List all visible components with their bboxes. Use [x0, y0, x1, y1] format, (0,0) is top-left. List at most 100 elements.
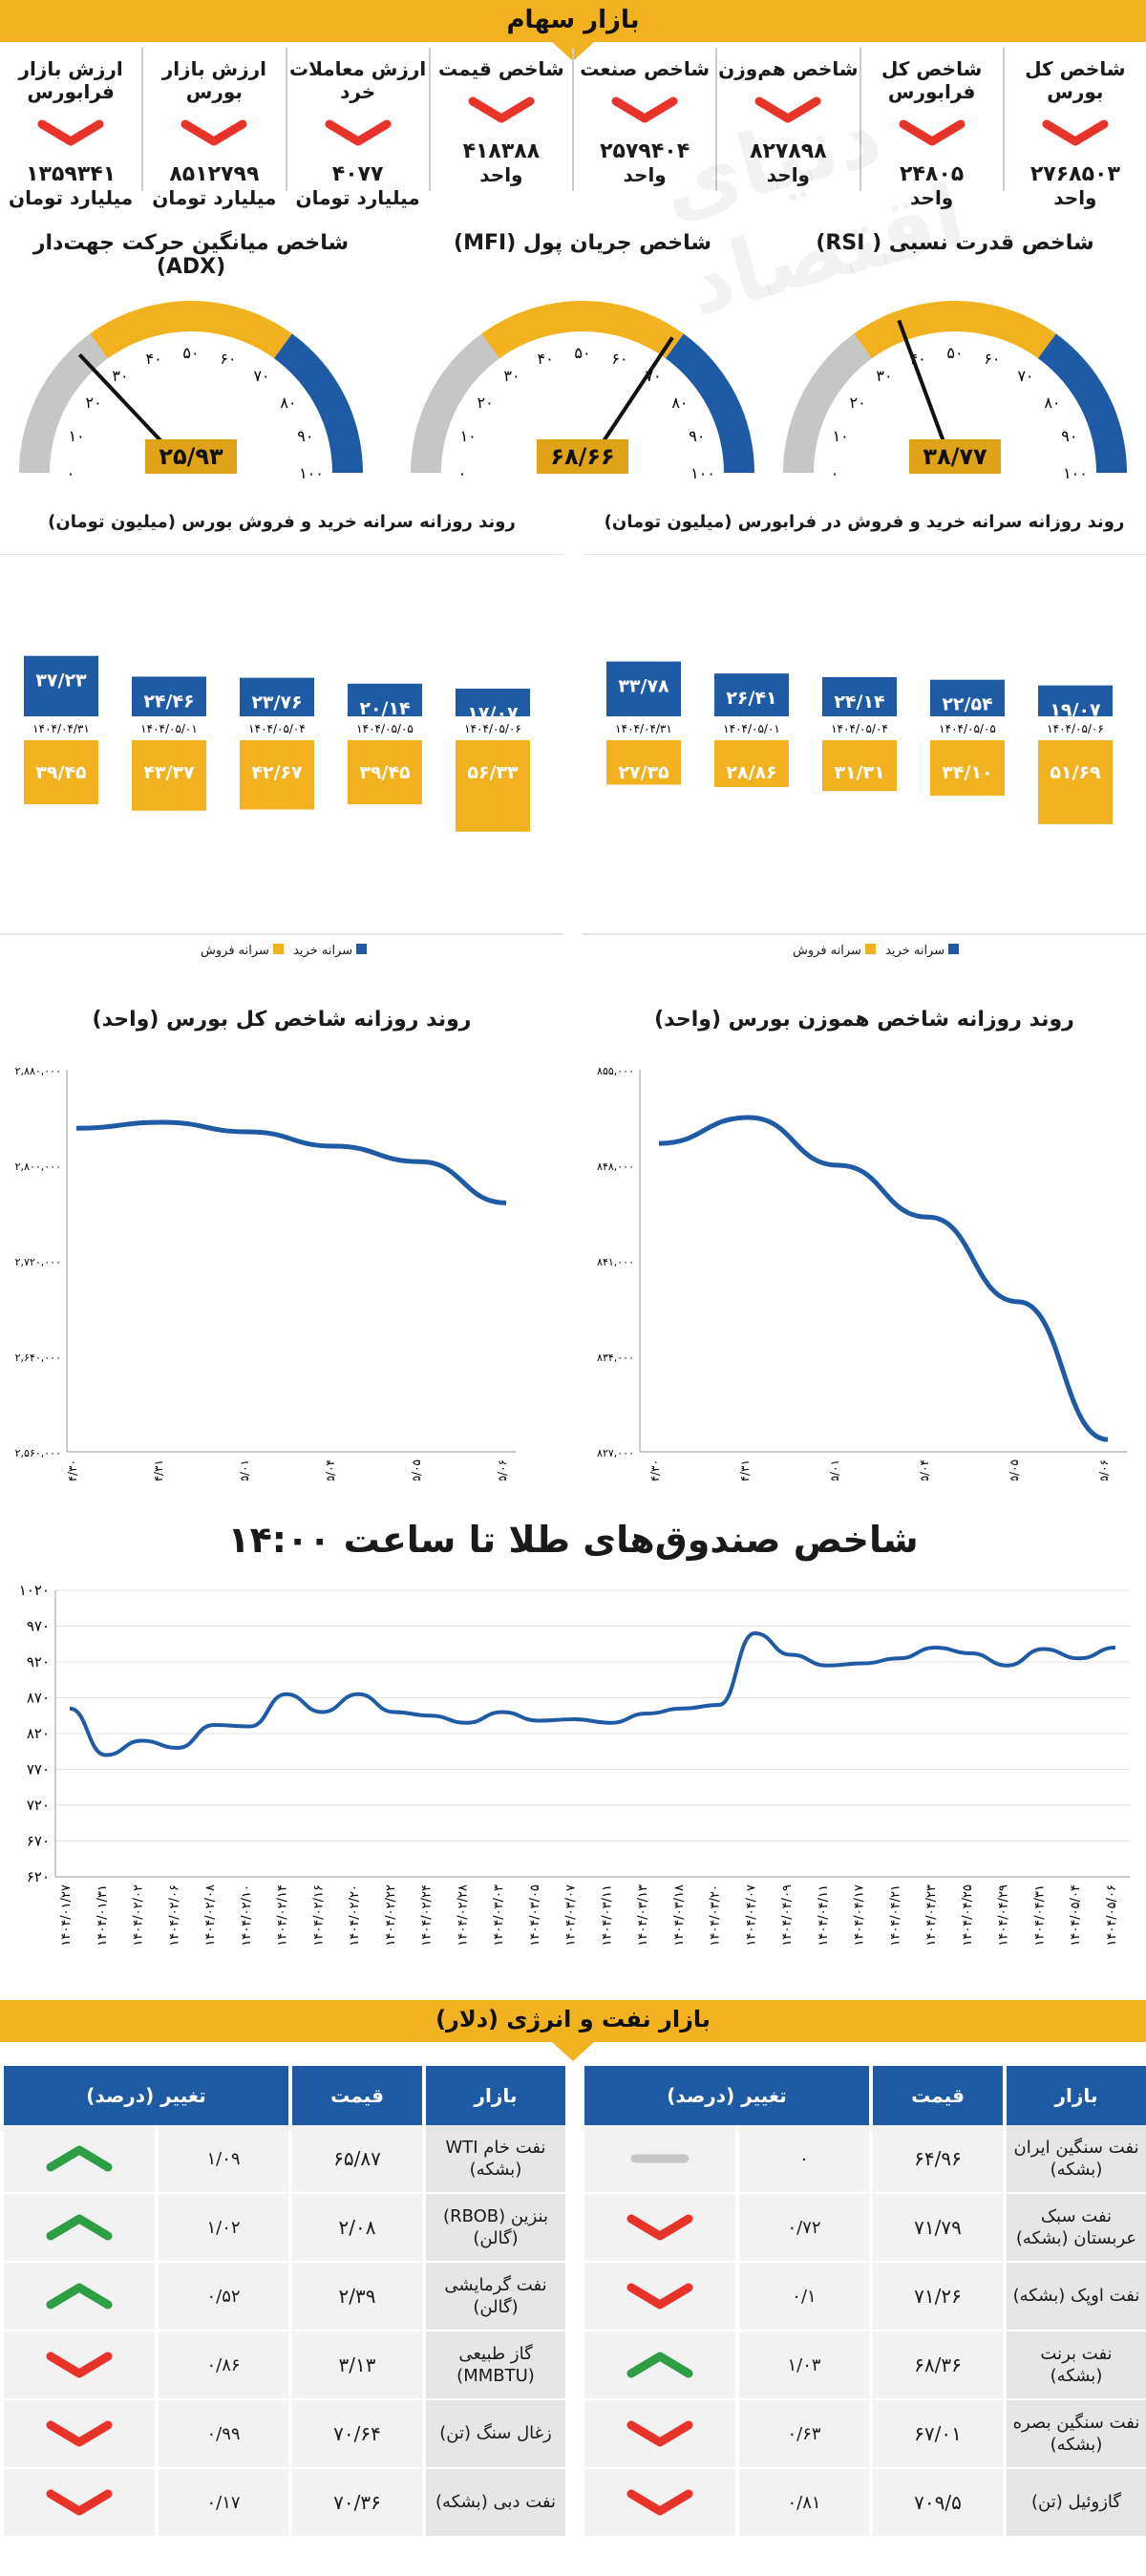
down-chevron-icon [0, 2400, 155, 2467]
sell-bar [930, 740, 1005, 796]
metric-value: ۴۰۷۷ [331, 162, 384, 186]
down-chevron-icon [0, 2331, 155, 2398]
market-change: ۰/۱ [735, 2263, 869, 2330]
gauge-tick-label: ۳۰ [503, 367, 520, 385]
down-chevron-icon [574, 90, 715, 130]
x-tick-label: ۱۴۰۴/۰۲/۲۰ [348, 1884, 362, 1947]
bourse-index-title: روند روزانه شاخص کل بورس (واحد) [92, 1008, 472, 1032]
market-change: ۱/۰۹ [155, 2125, 288, 2192]
sell-value-label: ۳۴/۱۰ [942, 762, 992, 783]
gauge-tick-label: ۶۰ [220, 350, 236, 368]
metric-unit: میلیارد تومان [9, 186, 134, 209]
table-row: بنزین (RBOB) (گالن) ۲/۰۸ ۱/۰۲ [0, 2194, 565, 2263]
sell-value-label: ۳۹/۴۵ [359, 762, 411, 783]
category-label: ۱۴۰۴/۰۵/۰۵ [356, 722, 414, 735]
y-tick-label: ۶۷۰ [27, 1833, 50, 1850]
buy-bar [456, 688, 530, 716]
col-price: قیمت [288, 2066, 422, 2125]
col-market: بازار [1003, 2066, 1146, 2125]
series-line [69, 1630, 1116, 1757]
category-label: ۱۴۰۴/۰۵/۰۱ [140, 722, 198, 735]
legend-buy: سرانه خرید [293, 944, 368, 958]
market-change: ۰/۱۷ [155, 2469, 288, 2536]
gold-funds-chart: ۶۲۰ ۶۷۰ ۷۲۰ ۷۷۰ ۸۲۰ ۸۷۰ ۹۲۰ ۹۷۰ ۱۰۲۰ ۱۴۰۴/۰۱/۲۷ ۱۴… [19, 1582, 1130, 1947]
market-price: ۲/۰۸ [288, 2194, 422, 2261]
table-header: بازار قیمت تغییر (درصد) [0, 2066, 565, 2125]
down-chevron-icon [1005, 113, 1146, 153]
metric-value: ۸۵۱۲۷۹۹ [169, 162, 260, 186]
gauge-zone-mid [854, 301, 1056, 359]
gauge-tick-label: ۱۰ [833, 427, 849, 445]
x-tick-label: ۱۴۰۴/۰۵/۰۵ [410, 1459, 423, 1480]
gauge-tick-label: ۰ [67, 464, 75, 482]
category-label: ۱۴۰۴/۰۵/۰۵ [939, 722, 996, 735]
table-row: نفت برنت (بشکه) ۶۸/۳۶ ۱/۰۳ [581, 2331, 1146, 2400]
buy-value-label: ۳۷/۲۳ [35, 671, 87, 692]
x-tick-label: ۱۴۰۴/۰۳/۱۳ [636, 1884, 650, 1947]
table-row: نفت دبی (بشکه) ۷۰/۳۶ ۰/۱۷ [0, 2469, 565, 2538]
market-change: ۰ [735, 2125, 869, 2192]
farabourse-bar-title: روند روزانه سرانه خرید و فروش در فرابورس… [604, 512, 1125, 532]
gauge-zone-mid [90, 301, 292, 359]
col-change: تغییر (درصد) [581, 2066, 869, 2125]
gauge-tick-label: ۱۰۰ [690, 464, 715, 482]
legend-buy: سرانه خرید [885, 944, 960, 958]
table-row: نفت گرمایشی (گالن) ۲/۳۹ ۰/۵۲ [0, 2263, 565, 2331]
gauge-tick-label: ۴۰ [145, 350, 161, 368]
y-tick-label: ۹۷۰ [27, 1618, 50, 1635]
market-change: ۰/۸۶ [155, 2331, 288, 2398]
gauge-zone-high [273, 333, 363, 473]
sell-value-label: ۳۱/۳۱ [834, 762, 884, 783]
gauge-tick-label: ۵۰ [574, 344, 590, 362]
bourse-bar-title: روند روزانه سرانه خرید و فروش بورس (میلی… [48, 512, 516, 532]
gauge-tick-label: ۳۰ [112, 367, 128, 385]
market-price: ۷۰۹/۵ [869, 2469, 1003, 2536]
down-chevron-icon [0, 2469, 155, 2536]
x-tick-label: ۱۴۰۴/۰۵/۰۴ [1069, 1884, 1083, 1947]
x-tick-label: ۱۴۰۴/۰۵/۰۵ [1008, 1459, 1021, 1480]
metric-unit: واحد [766, 163, 810, 186]
sell-bar [606, 740, 681, 785]
market-name: بنزین (RBOB) (گالن) [422, 2194, 565, 2261]
x-tick-label: ۱۴۰۴/۰۲/۲۴ [420, 1884, 435, 1947]
metric-unit: واحد [1053, 186, 1097, 209]
sell-value-label: ۲۸/۸۶ [726, 762, 776, 783]
sell-value-label: ۴۲/۶۷ [251, 762, 303, 783]
x-tick-label: ۱۴۰۴/۰۳/۲۰ [709, 1884, 723, 1947]
y-tick-label: ۸۲۰ [27, 1725, 50, 1742]
buy-value-label: ۲۲/۵۴ [942, 694, 992, 715]
market-name: نفت خام WTI (بشکه) [422, 2125, 565, 2192]
up-chevron-icon [0, 2263, 155, 2330]
category-label: ۱۴۰۴/۰۴/۳۱ [615, 722, 672, 735]
metric-card: شاخص کل فرابورس ۲۴۸۰۵ واحد [859, 48, 1003, 209]
market-price: ۶۵/۸۷ [288, 2125, 422, 2192]
gauge-tick-label: ۵۰ [182, 344, 199, 362]
market-price: ۶۷/۰۱ [869, 2400, 1003, 2467]
gauge-zone-high [1037, 333, 1127, 473]
gauge-value: ۶۸/۶۶ [537, 439, 628, 474]
sell-bar [132, 740, 206, 811]
metric-value: ۲۷۶۸۵۰۳ [1029, 162, 1120, 186]
metric-card: ارزش بازار فرابورس ۱۳۵۹۳۴۱ میلیارد تومان [0, 48, 141, 209]
sell-bar [348, 740, 422, 805]
gauge-zone-low [19, 333, 109, 473]
category-label: ۱۴۰۴/۰۵/۰۶ [1047, 722, 1104, 735]
energy-table-left: بازار قیمت تغییر (درصد) نفت خام WTI (بشکه) ۶… [0, 2066, 565, 2538]
y-tick-label: ۸۳۴,۰۰۰ [597, 1352, 634, 1364]
up-chevron-icon [581, 2331, 735, 2398]
equal-weight-index-chart: ۸۲۷,۰۰۰ ۸۳۴,۰۰۰ ۸۴۱,۰۰۰ ۸۴۸,۰۰۰ ۸۵۵,۰۰۰ ۱۴۰۴/… [597, 1065, 1127, 1480]
x-tick-label: ۱۴۰۴/۰۲/۲۲ [384, 1884, 398, 1947]
y-tick-label: ۲,۸۰۰,۰۰۰ [15, 1160, 61, 1173]
x-tick-label: ۱۴۰۴/۰۳/۰۵ [528, 1884, 542, 1947]
sell-bar [456, 740, 530, 832]
market-price: ۷۱/۲۶ [869, 2263, 1003, 2330]
gauge-tick-label: ۸۰ [280, 394, 296, 412]
legend-sell-label: سرانه فروش [201, 944, 269, 958]
metric-value: ۴۱۸۳۸۸ [462, 139, 541, 163]
metric-label: ارزش بازار بورس [161, 57, 267, 103]
y-tick-label: ۸۷۰ [27, 1690, 50, 1707]
metric-label: شاخص کل فرابورس [881, 57, 983, 103]
legend-buy-label: سرانه خرید [293, 944, 353, 958]
equal-weight-index-title: روند روزانه شاخص هموزن بورس (واحد) [654, 1008, 1074, 1032]
